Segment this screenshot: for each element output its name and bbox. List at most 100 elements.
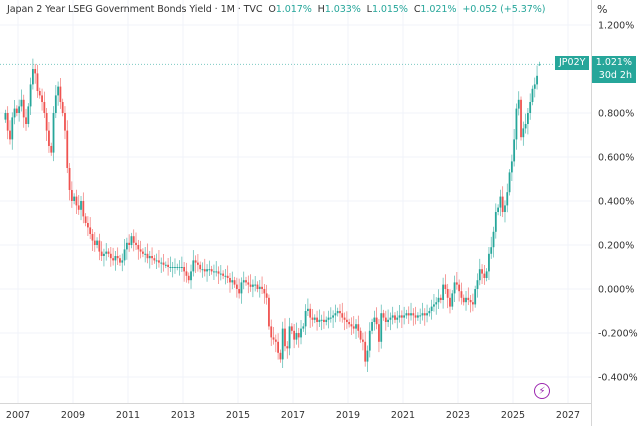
candle — [77, 195, 80, 215]
lightning-icon[interactable]: ⚡ — [534, 383, 550, 399]
candle — [190, 264, 192, 289]
candle-body — [77, 205, 80, 210]
candle-body — [389, 317, 392, 320]
candle-body — [290, 326, 293, 331]
candle-body — [22, 99, 25, 118]
candle — [517, 91, 520, 116]
candle-body — [384, 317, 387, 322]
candle-body — [196, 262, 199, 265]
candle — [203, 258, 206, 277]
legend-change: +0.052 (+5.37%) — [462, 4, 546, 15]
candle-body — [128, 242, 131, 245]
candle — [361, 332, 364, 351]
candle — [121, 253, 124, 272]
candle — [391, 306, 394, 325]
candle — [31, 58, 34, 90]
candle — [41, 88, 43, 111]
symbol-label: JP02Y — [555, 56, 590, 70]
candle — [171, 261, 174, 278]
candle-body — [538, 64, 541, 66]
candle-body — [378, 324, 380, 342]
candle — [45, 107, 48, 141]
candle — [148, 250, 151, 269]
candle-body — [274, 339, 277, 342]
candle-body — [460, 291, 463, 298]
candle-body — [105, 251, 108, 254]
candle — [89, 217, 92, 240]
candle — [513, 129, 516, 167]
y-tick-label: 0.000% — [598, 285, 634, 296]
candle — [75, 189, 78, 214]
candle-body — [50, 146, 53, 153]
candle — [288, 317, 291, 356]
x-tick-label: 2025 — [501, 410, 525, 421]
legend-source: TVC — [243, 4, 263, 15]
candle-body — [313, 317, 316, 320]
candle — [196, 254, 199, 272]
candle — [226, 265, 229, 284]
candle-body — [256, 284, 259, 289]
candle-body — [288, 326, 291, 349]
candle — [526, 107, 529, 135]
candle — [4, 109, 7, 123]
candle-body — [52, 113, 55, 153]
candle-body — [373, 317, 376, 322]
candle — [199, 261, 202, 273]
candle-body — [187, 275, 190, 281]
candle-body — [536, 75, 538, 85]
time-axis[interactable]: 2007 2009 2011 2013 2015 2017 2019 2021 2023 2025… — [6, 410, 580, 421]
candle — [93, 232, 96, 252]
candle-body — [474, 289, 477, 305]
price-axis[interactable]: 1.200% 0.800% 0.600% 0.400% 0.200% 0.000% -0.2… — [598, 21, 638, 384]
candle-body — [531, 88, 534, 102]
candle — [522, 121, 525, 146]
legend-interval[interactable]: 1M — [220, 4, 235, 15]
candle — [57, 81, 60, 106]
candle-body — [433, 304, 435, 307]
candle — [295, 322, 298, 345]
candle — [18, 99, 21, 122]
candle-body — [488, 253, 490, 272]
candle-body — [160, 262, 163, 264]
candle-body — [103, 253, 105, 256]
candle-body — [226, 275, 229, 278]
candle-body — [304, 311, 307, 327]
candle-body — [281, 328, 284, 360]
unit-label[interactable]: % — [597, 3, 608, 16]
candle-body — [54, 95, 57, 113]
candle-body — [471, 302, 474, 305]
candle — [233, 276, 236, 288]
candle-body — [485, 271, 488, 278]
candle — [254, 276, 257, 292]
candle-body — [469, 300, 472, 303]
candle-body — [13, 108, 16, 118]
candle — [132, 229, 135, 252]
candle — [428, 307, 431, 317]
candle — [98, 233, 101, 261]
candle — [176, 263, 179, 271]
candle-body — [25, 117, 27, 124]
candle-body — [137, 245, 140, 250]
candle — [380, 304, 383, 349]
candle-body — [435, 302, 438, 305]
candle — [25, 108, 27, 131]
candle — [366, 345, 369, 372]
candle — [105, 243, 108, 261]
grid — [0, 0, 591, 403]
candle — [419, 308, 422, 324]
candle-body — [442, 284, 445, 300]
candle — [91, 228, 94, 251]
candle — [206, 264, 208, 282]
candle-body — [36, 73, 39, 91]
candle — [222, 270, 225, 280]
x-tick-label: 2015 — [226, 410, 250, 421]
candle — [68, 162, 71, 201]
candle — [261, 276, 263, 295]
candle-body — [206, 269, 208, 272]
candle — [61, 98, 64, 117]
candle-body — [520, 99, 522, 138]
candle — [270, 319, 273, 346]
candle-body — [533, 84, 536, 89]
candle-body — [203, 269, 206, 272]
